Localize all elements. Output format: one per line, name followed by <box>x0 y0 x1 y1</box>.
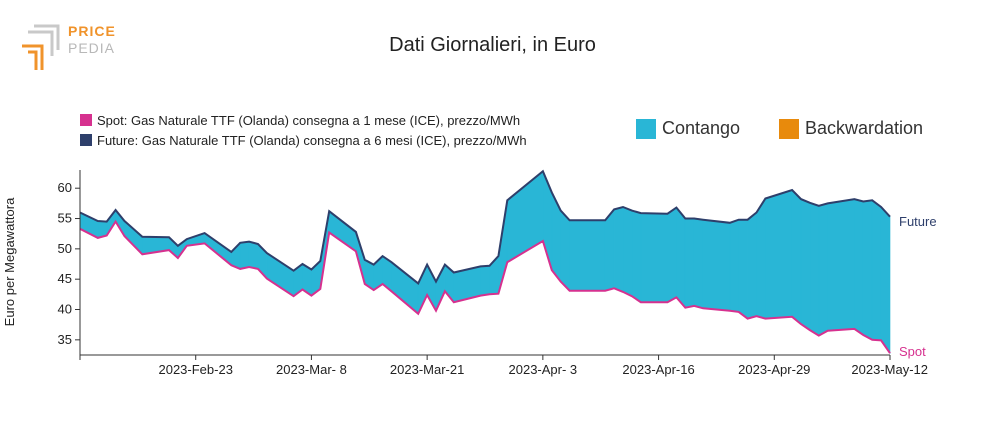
y-tick-label: 40 <box>58 302 72 317</box>
legend-label-backwardation: Backwardation <box>805 118 924 138</box>
spread-area-segment <box>569 220 606 292</box>
legend-label-contango: Contango <box>662 118 741 138</box>
x-tick-label: 2023-Apr- 3 <box>509 362 578 377</box>
spread-area-segment <box>693 218 704 309</box>
legend-swatch-spot <box>80 114 92 126</box>
y-tick-label: 35 <box>58 332 72 347</box>
spread-area-segment <box>738 219 748 320</box>
legend-swatch-future <box>80 134 92 146</box>
spread-area-segment <box>765 189 793 319</box>
pricepedia-logo: PRICE PEDIA <box>20 24 130 74</box>
spread-area-segment <box>622 206 633 297</box>
series-line-spot <box>79 219 891 354</box>
spread-area-segment <box>827 198 855 332</box>
axes <box>79 170 890 356</box>
logo-word-pedia: PEDIA <box>68 40 116 56</box>
spread-area-segment <box>266 252 294 297</box>
spread-area-segment <box>871 199 882 341</box>
x-tick-label: 2023-Apr-29 <box>738 362 810 377</box>
spread-area-segment <box>239 241 250 270</box>
spread-area-segment <box>809 202 820 337</box>
x-tick-label: 2023-Feb-23 <box>158 362 232 377</box>
spread-area-segment <box>631 210 642 303</box>
legend-item-future[interactable]: Future: Gas Naturale TTF (Olanda) conseg… <box>80 130 527 150</box>
logo-word-price: PRICE <box>68 23 116 39</box>
x-tick-label: 2023-May-12 <box>851 362 928 377</box>
spread-area-segment <box>729 219 739 313</box>
spread-area-segment <box>880 206 891 355</box>
series-line-future <box>79 169 891 285</box>
x-tick-label: 2023-Mar- 8 <box>276 362 347 377</box>
spread-area-segment <box>604 208 615 292</box>
x-ticks: 2023-Feb-23 2023-Mar- 8 2023-Mar-21 2023-Ap… <box>79 355 928 377</box>
spread-area-segment <box>756 197 766 319</box>
legend-swatch-backwardation <box>779 118 799 139</box>
x-tick-label: 2023-Mar-21 <box>390 362 464 377</box>
spread-area-segment <box>560 209 570 292</box>
spread-area-segment <box>684 218 695 309</box>
spread-area-segment <box>391 261 419 315</box>
legend-item-spot[interactable]: Spot: Gas Naturale TTF (Olanda) consegna… <box>80 110 527 130</box>
series-legend: Spot: Gas Naturale TTF (Olanda) consegna… <box>80 110 527 150</box>
spread-area-segment <box>676 206 686 309</box>
end-label-spot: Spot <box>899 344 926 359</box>
spread-area-segment <box>702 219 731 312</box>
spread-area-segment <box>613 206 624 293</box>
spread-area-segment <box>791 189 802 325</box>
spread-area-layer <box>79 170 891 355</box>
y-axis-label: Euro per Megawattora <box>2 197 17 326</box>
spread-area-segment <box>862 199 873 341</box>
spread-area-segment <box>640 212 668 303</box>
legend-label-future: Future: Gas Naturale TTF (Olanda) conseg… <box>97 132 527 148</box>
x-tick-label: 2023-Apr-16 <box>622 362 694 377</box>
legend-swatch-contango <box>636 118 656 139</box>
y-tick-label: 60 <box>58 180 72 195</box>
legend-label-spot: Spot: Gas Naturale TTF (Olanda) consegna… <box>97 112 521 128</box>
legend-item-contango[interactable]: Contango <box>636 118 740 139</box>
logo-mark-icon <box>22 24 60 70</box>
series-line-layer <box>79 169 891 354</box>
spread-area-segment <box>480 265 490 296</box>
y-ticks: 35 40 45 50 55 60 <box>58 180 80 347</box>
legend-item-backwardation[interactable]: Backwardation <box>779 118 923 139</box>
y-tick-label: 55 <box>58 211 72 226</box>
chart-title: Dati Giornalieri, in Euro <box>389 34 596 56</box>
spread-area-segment <box>747 211 757 319</box>
spread-area-segment <box>800 198 811 331</box>
spread-area-segment <box>328 210 357 252</box>
spread-area-segment <box>854 198 864 336</box>
spread-area-segment <box>818 202 828 337</box>
spread-area-segment <box>248 241 259 270</box>
spread-area-segment <box>667 207 677 303</box>
y-tick-label: 45 <box>58 271 72 286</box>
y-tick-label: 50 <box>58 241 72 256</box>
end-label-future: Future <box>899 214 937 229</box>
